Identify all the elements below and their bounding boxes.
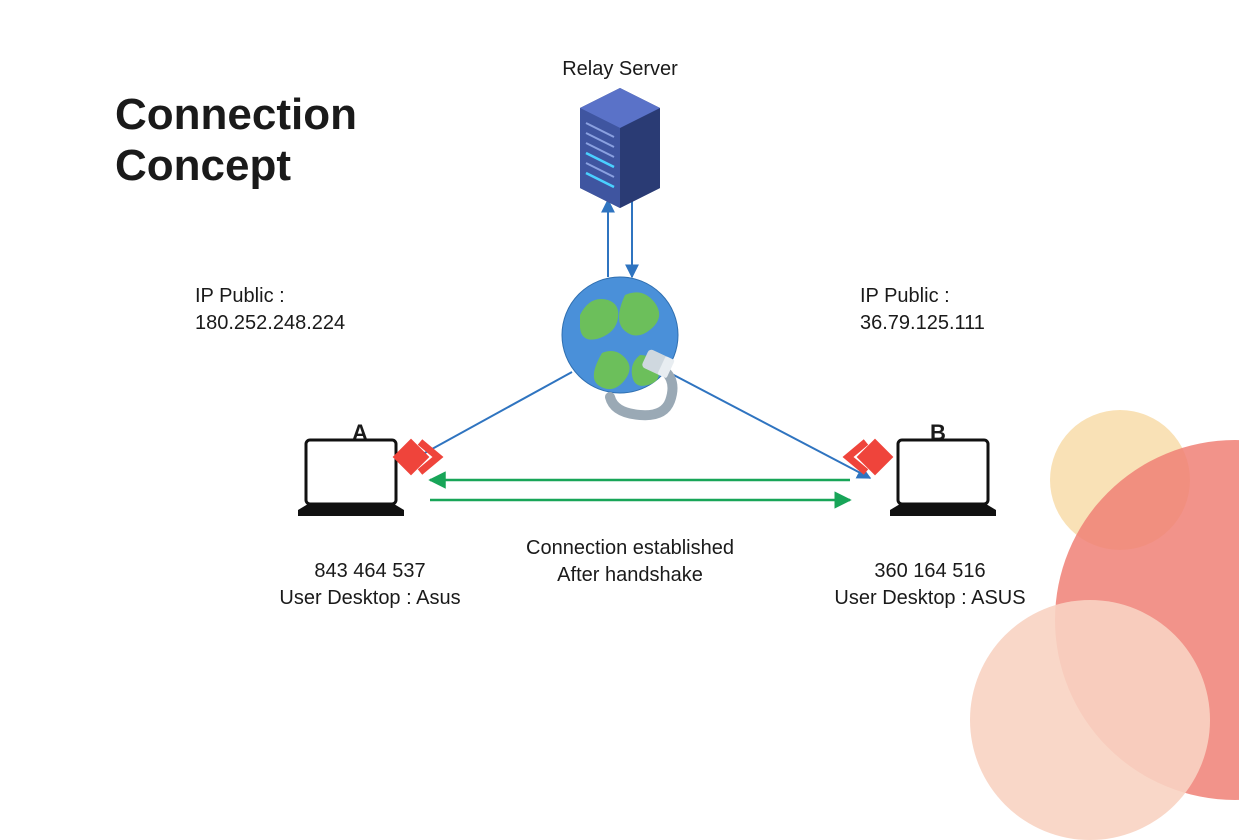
client-a-info: 843 464 537 User Desktop : Asus — [260, 558, 480, 612]
client-b-desktop: User Desktop : ASUS — [834, 587, 1025, 609]
laptop-b-icon — [890, 440, 996, 516]
client-b-info: 360 164 516 User Desktop : ASUS — [820, 558, 1040, 612]
title-line1: Connection — [115, 90, 357, 139]
server-icon — [580, 88, 660, 208]
anydesk-icon-b — [848, 439, 893, 476]
client-b-id: 360 164 516 — [874, 560, 985, 582]
client-a-desktop: User Desktop : Asus — [279, 587, 460, 609]
client-a-letter: A — [340, 418, 380, 448]
edge-globe-to-a — [412, 372, 572, 460]
diagram-title: Connection Concept — [115, 90, 357, 191]
client-a-ip-value: 180.252.248.224 — [195, 312, 345, 334]
title-line2: Concept — [115, 141, 291, 190]
anydesk-icon-a — [393, 439, 438, 476]
connection-caption-line2: After handshake — [557, 564, 703, 586]
client-a-ip-label: IP Public : — [195, 285, 285, 307]
client-a-id: 843 464 537 — [314, 560, 425, 582]
edge-globe-to-b — [668, 372, 870, 478]
client-a-ip-block: IP Public : 180.252.248.224 — [195, 283, 345, 337]
connection-caption: Connection established After handshake — [480, 535, 780, 589]
relay-server-label: Relay Server — [520, 56, 720, 83]
globe-icon — [562, 277, 678, 415]
client-b-ip-block: IP Public : 36.79.125.111 — [860, 283, 985, 337]
client-b-letter: B — [918, 418, 958, 448]
laptop-a-icon — [298, 440, 404, 516]
client-b-ip-label: IP Public : — [860, 285, 950, 307]
connection-caption-line1: Connection established — [526, 537, 734, 559]
client-b-ip-value: 36.79.125.111 — [860, 312, 985, 334]
deco-peach-circle — [970, 600, 1210, 840]
